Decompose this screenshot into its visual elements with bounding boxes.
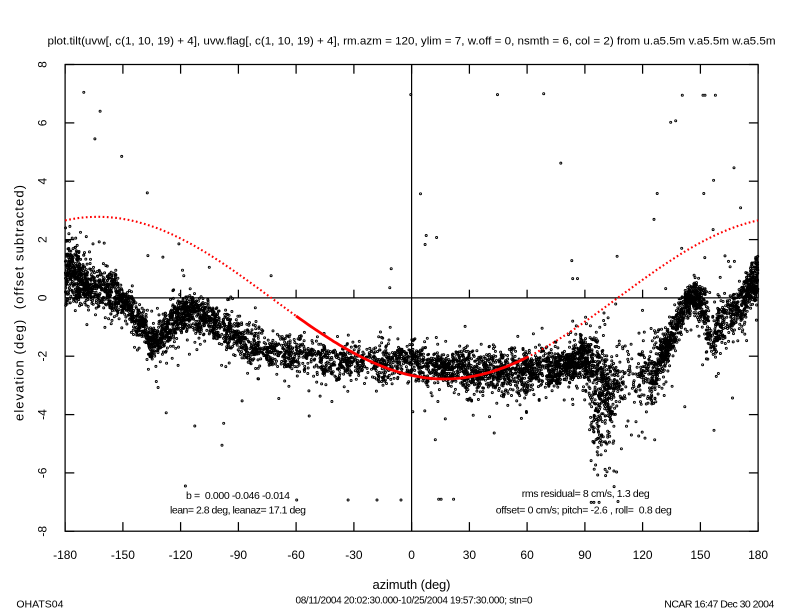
- svg-text:-30: -30: [345, 548, 363, 562]
- svg-text:8: 8: [36, 61, 50, 68]
- svg-text:0: 0: [36, 294, 50, 301]
- svg-text:-6: -6: [36, 467, 50, 478]
- svg-text:0: 0: [408, 548, 415, 562]
- svg-text:-4: -4: [36, 409, 50, 420]
- svg-text:-60: -60: [287, 548, 305, 562]
- svg-text:30: 30: [463, 548, 477, 562]
- svg-text:-2: -2: [36, 351, 50, 362]
- svg-text:2: 2: [36, 236, 50, 243]
- svg-text:120: 120: [633, 548, 653, 562]
- svg-text:-90: -90: [230, 548, 248, 562]
- svg-text:90: 90: [578, 548, 592, 562]
- svg-text:-150: -150: [111, 548, 135, 562]
- svg-text:-180: -180: [53, 548, 77, 562]
- svg-text:-120: -120: [169, 548, 193, 562]
- svg-text:180: 180: [748, 548, 768, 562]
- svg-text:150: 150: [690, 548, 710, 562]
- svg-text:60: 60: [520, 548, 534, 562]
- svg-text:6: 6: [36, 119, 50, 126]
- svg-text:-8: -8: [36, 526, 50, 537]
- svg-text:plot.tilt(uvw[, c(1, 10, 19) +: plot.tilt(uvw[, c(1, 10, 19) + 4], uvw.f…: [48, 36, 776, 48]
- svg-text:4: 4: [36, 178, 50, 185]
